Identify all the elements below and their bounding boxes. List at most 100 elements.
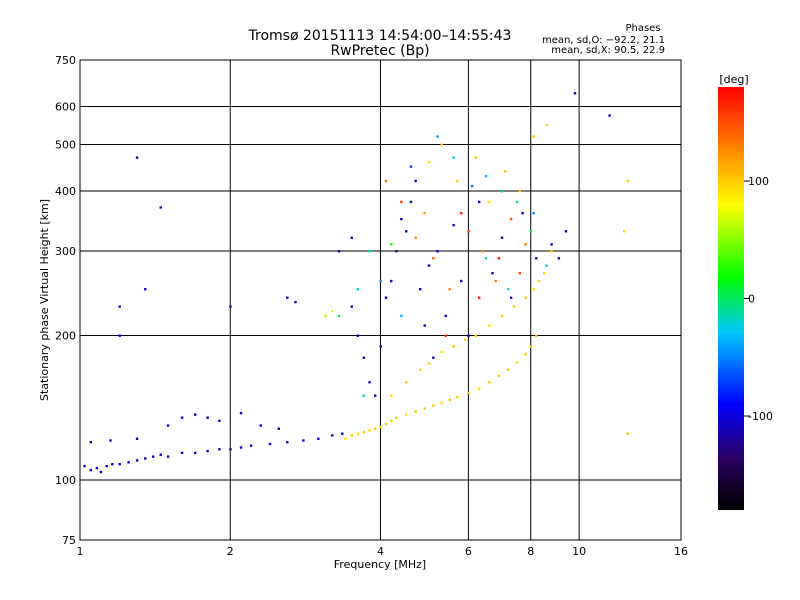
data-point [521,212,524,215]
data-point [477,200,481,204]
data-point [180,416,184,419]
data-point [432,257,435,260]
data-point [368,381,371,384]
data-point [608,114,611,117]
data-point [166,455,170,458]
data-point [83,464,86,468]
data-point [419,288,422,291]
data-point [350,305,353,308]
data-point [470,184,474,188]
data-point [622,230,626,233]
data-point [206,449,209,453]
data-point [452,345,455,348]
data-point [384,179,388,183]
data-point [532,212,535,215]
data-point [390,419,393,422]
data-point [440,401,443,404]
data-point [268,442,272,446]
data-point [395,416,398,419]
x-tick-label: 1 [77,545,84,558]
data-point [432,356,435,359]
data-point [302,439,305,442]
data-point [440,143,443,146]
data-point [374,427,377,430]
data-point [532,135,535,138]
data-point [477,296,481,299]
data-point [463,338,467,342]
data-point [460,279,463,283]
data-point [390,243,393,246]
data-point [239,446,243,449]
chart-subtitle: RwPretec (Bp) [330,43,429,59]
data-point [452,156,455,159]
data-point [356,288,360,291]
y-tick-label: 300 [55,245,76,258]
chart-title: Tromsø 20151113 14:54:00–14:55:43 [248,28,512,44]
data-point [151,455,155,458]
data-point [550,243,553,246]
data-point [414,179,417,183]
colorbar-tick-label: 0 [748,293,755,306]
data-point [626,432,629,435]
data-point [460,212,463,215]
data-point [423,407,426,410]
data-point [515,361,519,364]
data-point [414,410,417,413]
data-point [99,470,103,474]
data-point [384,422,388,426]
data-point [362,430,366,434]
data-point [368,429,371,432]
data-point [436,250,439,253]
data-point [509,296,513,299]
colorbar-tick-label: -100 [748,410,773,423]
data-point [518,271,522,275]
data-point [452,223,455,227]
data-point [286,441,289,444]
y-tick-label: 600 [55,101,76,114]
stats-o-line: mean, sd,O: −92.2, 21.1 [542,35,665,46]
colorbar-tick-label: 100 [748,175,769,188]
data-point [518,190,522,193]
data-point [105,464,108,468]
data-point [400,217,403,221]
data-point [494,279,497,283]
data-point [405,230,408,233]
data-point [444,334,447,337]
data-point [427,264,431,267]
data-point [423,324,426,327]
data-point [144,457,147,460]
data-point [573,92,577,95]
x-axis-ticks: 1 2 4 6 8 10 16 [77,545,689,558]
data-point [506,368,510,371]
data-point [500,314,504,318]
data-point [159,453,162,456]
data-point [135,437,139,440]
x-tick-label: 4 [377,545,384,558]
data-point [356,334,360,337]
data-point [218,448,221,451]
data-point [409,200,413,204]
data-point [515,200,519,204]
data-point [331,309,334,313]
data-point [491,271,494,275]
x-tick-label: 10 [572,545,586,558]
x-tick-label: 2 [227,545,234,558]
data-point [95,466,99,470]
data-point [350,236,353,239]
data-point [277,427,281,430]
data-point [444,314,447,318]
data-point [239,411,243,415]
data-point [317,437,320,440]
data-point [400,200,403,204]
data-point [405,381,408,384]
data-point [477,387,481,391]
stats-heading: Phases [625,23,660,34]
data-point [488,324,491,327]
data-point [432,404,435,407]
data-point [484,257,488,260]
grid-lines [80,60,681,540]
y-tick-label: 750 [55,54,76,67]
data-point [118,334,121,337]
data-point [362,394,366,397]
